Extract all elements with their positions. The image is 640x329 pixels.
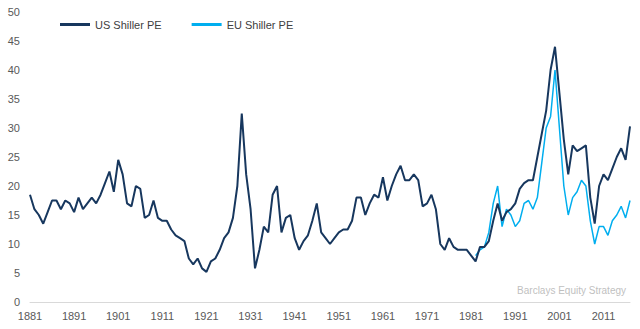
svg-text:15: 15: [8, 209, 20, 221]
svg-text:1891: 1891: [62, 310, 86, 322]
svg-text:2011: 2011: [592, 310, 616, 322]
svg-text:1921: 1921: [194, 310, 218, 322]
svg-text:1911: 1911: [151, 310, 175, 322]
svg-text:1991: 1991: [503, 310, 527, 322]
svg-text:40: 40: [8, 64, 20, 76]
svg-text:Barclays Equity Strategy: Barclays Equity Strategy: [517, 285, 626, 296]
svg-text:25: 25: [8, 151, 20, 163]
svg-text:1951: 1951: [327, 310, 351, 322]
svg-text:5: 5: [14, 267, 20, 279]
svg-text:45: 45: [8, 35, 20, 47]
svg-text:2001: 2001: [547, 310, 571, 322]
svg-text:1961: 1961: [371, 310, 395, 322]
svg-text:35: 35: [8, 93, 20, 105]
svg-text:1901: 1901: [106, 310, 130, 322]
svg-text:EU Shiller PE: EU Shiller PE: [227, 19, 294, 31]
svg-text:0: 0: [14, 296, 20, 308]
svg-text:1941: 1941: [282, 310, 306, 322]
svg-text:1931: 1931: [238, 310, 262, 322]
svg-text:10: 10: [8, 238, 20, 250]
svg-text:50: 50: [8, 6, 20, 18]
svg-text:20: 20: [8, 180, 20, 192]
svg-text:1971: 1971: [415, 310, 439, 322]
svg-text:1981: 1981: [459, 310, 483, 322]
svg-text:30: 30: [8, 122, 20, 134]
svg-text:1881: 1881: [18, 310, 42, 322]
svg-text:US Shiller PE: US Shiller PE: [95, 19, 162, 31]
